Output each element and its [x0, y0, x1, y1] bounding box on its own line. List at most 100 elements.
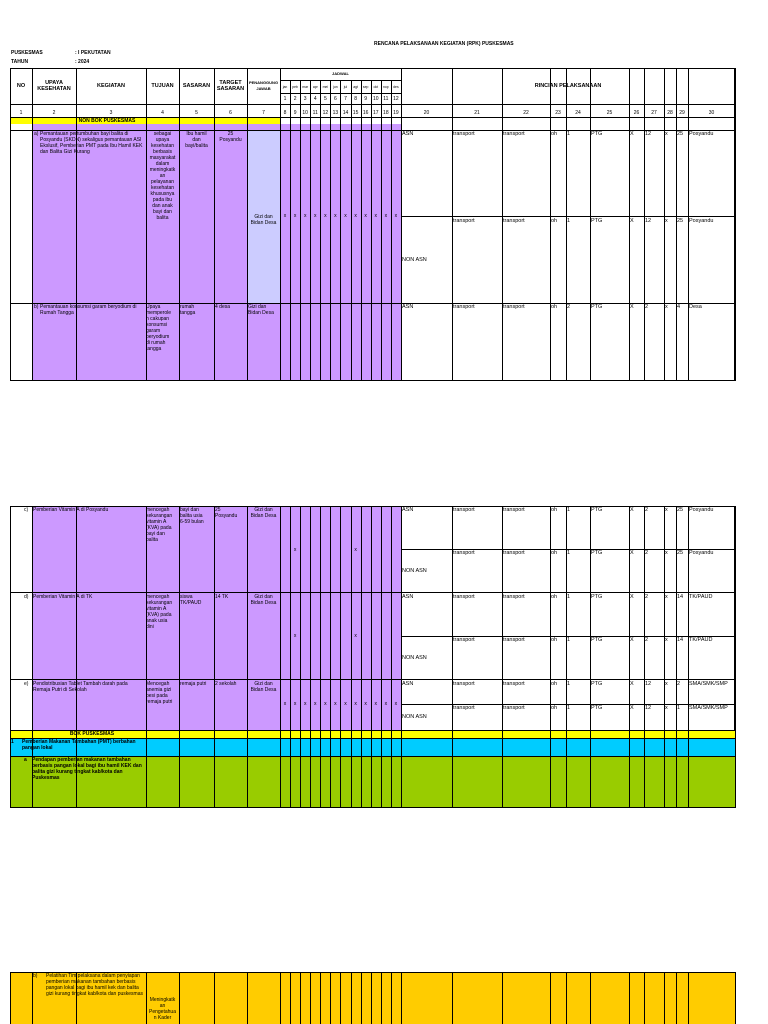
grid-line — [290, 104, 292, 381]
index-cell: 25 — [606, 110, 613, 116]
rincian-cell: x — [665, 507, 668, 513]
grid-line — [644, 68, 645, 381]
col-kegiatan: KEGIATAN — [97, 83, 125, 89]
row-d-sasaran: siswa TK/PAUD — [180, 594, 202, 606]
bok-row-a-letter: a — [24, 757, 27, 763]
month-number: 4 — [313, 96, 317, 102]
rincian-cell: transport — [453, 681, 475, 687]
rincian-cell: oh — [551, 681, 558, 687]
grid-line — [664, 972, 665, 1024]
grid-line — [76, 68, 77, 381]
row-e-sasaran: remaja putri — [180, 681, 207, 687]
rincian-cell: transport — [503, 681, 525, 687]
month-mark: x — [303, 701, 307, 707]
rincian-cell: Posyandu — [689, 550, 714, 556]
rincian-cell: NON ASN — [402, 714, 427, 720]
month-header: mei — [322, 85, 329, 89]
grid-line — [735, 972, 736, 1024]
grid-line — [566, 506, 567, 808]
grid-line — [590, 506, 591, 808]
rincian-cell: oh — [551, 637, 558, 643]
rincian-cell: PTG — [591, 594, 603, 600]
grid-line — [452, 506, 453, 808]
grid-line — [390, 80, 392, 104]
row-e-tujuan: Mencegah anemia gizi besi pada remaja pu… — [146, 681, 173, 705]
rincian-cell: transport — [503, 550, 525, 556]
rincian-cell: oh — [551, 218, 558, 224]
index-cell: 11 — [312, 110, 318, 116]
grid-line — [676, 506, 677, 808]
row-b-tujuan: Upaya memperole h cakupan konsumsi garam… — [146, 304, 172, 352]
month-header: jun — [333, 85, 338, 89]
grid-line — [10, 68, 11, 381]
rincian-cell: transport — [453, 507, 475, 513]
index-cell: 9 — [293, 110, 297, 116]
month-number: 8 — [354, 96, 357, 102]
grid-line — [370, 506, 372, 808]
rincian-cell: 25 — [677, 507, 684, 513]
col-rincian: RINCIAN PELAKSANAAN — [534, 83, 602, 89]
index-cell: 26 — [633, 110, 640, 116]
rincian-cell: 1 — [677, 705, 681, 711]
index-cell: 18 — [383, 110, 389, 116]
month-header: agt — [353, 85, 358, 89]
grid-line — [146, 972, 147, 1024]
grid-line — [300, 972, 302, 1024]
month-mark: x — [293, 701, 297, 707]
rincian-cell: 12 — [645, 218, 652, 224]
index-cell: 28 — [667, 110, 673, 116]
rincian-cell: TK/PAUD — [689, 594, 713, 600]
rincian-cell: 1 — [567, 681, 571, 687]
bok-row1-num: 1 — [11, 739, 14, 745]
rincian-cell: 2 — [645, 637, 649, 643]
index-cell: 10 — [302, 110, 308, 116]
rincian-cell: NON ASN — [402, 568, 427, 574]
grid-line — [290, 506, 292, 808]
rincian-cell: transport — [503, 705, 525, 711]
row-b-pj: Gizi dan Bidan Desa — [248, 304, 274, 316]
month-mark: x — [354, 633, 357, 639]
puskesmas-label: PUSKESMAS — [11, 50, 43, 56]
rincian-cell: X — [630, 681, 634, 687]
col-sasaran: SASARAN — [182, 83, 211, 89]
grid-line — [247, 68, 248, 381]
month-mark: x — [394, 701, 398, 707]
month-header: okt — [373, 85, 379, 89]
rincian-cell: X — [630, 507, 634, 513]
grid-line — [664, 68, 665, 381]
index-cell: 13 — [332, 110, 339, 116]
grid-line — [550, 68, 551, 381]
grid-line — [735, 506, 736, 808]
grid-line — [688, 506, 689, 808]
month-mark: x — [324, 701, 327, 707]
rincian-cell: 2 — [645, 594, 649, 600]
tahun-label: TAHUN — [11, 59, 29, 65]
grid-line — [390, 972, 392, 1024]
index-cell: 20 — [423, 110, 430, 116]
rincian-cell: ASN — [402, 507, 414, 513]
month-number: 9 — [364, 96, 368, 102]
rincian-cell: 1 — [567, 705, 571, 711]
rincian-cell: 14 — [677, 594, 684, 600]
rincian-cell: x — [665, 131, 668, 137]
month-header: apr — [312, 85, 318, 89]
rincian-cell: 1 — [567, 637, 571, 643]
grid-line — [502, 506, 503, 808]
grid-line — [247, 506, 248, 808]
grid-line — [360, 972, 362, 1024]
row-e-pj: Gizi dan Bidan Desa — [250, 681, 277, 693]
grid-line — [350, 80, 352, 104]
rincian-cell: 25 — [677, 550, 684, 556]
grid-line — [360, 80, 362, 104]
index-cell: 12 — [322, 110, 329, 116]
month-mark: x — [364, 701, 367, 707]
grid-line — [247, 972, 248, 1024]
col-target: TARGET SASARAN — [216, 80, 245, 92]
rincian-cell: ASN — [402, 681, 414, 687]
grid-line — [214, 68, 215, 381]
grid-line — [380, 506, 382, 808]
rincian-cell: NON ASN — [402, 257, 427, 263]
index-cell: 7 — [262, 110, 265, 116]
rincian-cell: oh — [551, 507, 558, 513]
index-cell: 3 — [109, 110, 113, 116]
